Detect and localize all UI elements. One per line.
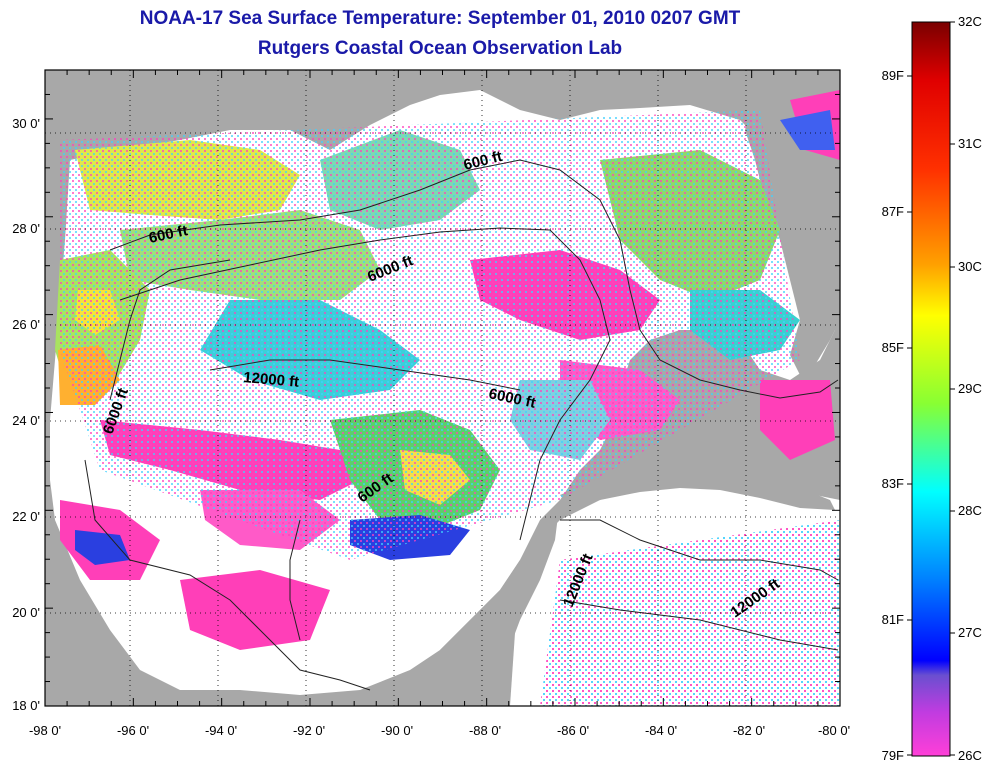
lon-tick-label: -82 0' [733, 723, 765, 738]
colorbar-f-label: 85F [882, 340, 904, 355]
colorbar-f-label: 83F [882, 476, 904, 491]
colorbar-gradient [911, 21, 951, 757]
lon-tick-label: -88 0' [469, 723, 501, 738]
lon-tick-label: -80 0' [818, 723, 850, 738]
lon-tick-label: -90 0' [381, 723, 413, 738]
depth-contours [84, 159, 839, 691]
map-subtitle: Rutgers Coastal Ocean Observation Lab [257, 38, 623, 59]
colorbar-c-label: 31C [958, 136, 982, 151]
colorbar-c-label: 28C [958, 503, 982, 518]
lon-tick-label: -92 0' [293, 723, 325, 738]
colorbar: 32C 31C 30C 29C 28C 27C 26C 89F 87F 85F … [882, 14, 982, 763]
map-plot-area: 600 ft 600 ft 6000 ft 12000 ft 6000 ft 6… [45, 70, 840, 706]
x-axis-labels: -98 0' -96 0' -94 0' -92 0' -90 0' -88 0… [29, 723, 850, 738]
colorbar-c-label: 27C [958, 625, 982, 640]
y-axis-labels: 18 0' 20 0' 22 0' 24 0' 26 0' 28 0' 30 0… [12, 116, 40, 713]
colorbar-f-label: 81F [882, 612, 904, 627]
lon-tick-label: -86 0' [557, 723, 589, 738]
lon-tick-label: -96 0' [117, 723, 149, 738]
lat-tick-label: 18 0' [12, 698, 40, 713]
lon-tick-label: -98 0' [29, 723, 61, 738]
sst-data [55, 90, 840, 706]
colorbar-c-label: 30C [958, 259, 982, 274]
lat-tick-label: 22 0' [12, 509, 40, 524]
lon-tick-label: -84 0' [645, 723, 677, 738]
cuba-land [560, 465, 835, 510]
colorbar-c-label: 29C [958, 381, 982, 396]
colorbar-c-label: 32C [958, 14, 982, 29]
yucatan-land [430, 500, 560, 706]
colorbar-f-label: 87F [882, 204, 904, 219]
lon-tick-label: -94 0' [205, 723, 237, 738]
colorbar-f-label: 79F [882, 748, 904, 763]
colorbar-f-label: 89F [882, 68, 904, 83]
axis-ticks [44, 69, 841, 707]
lat-tick-label: 20 0' [12, 605, 40, 620]
colorbar-ticks [907, 21, 955, 756]
lat-tick-label: 26 0' [12, 317, 40, 332]
colorbar-c-label: 26C [958, 748, 982, 763]
graticule [45, 70, 840, 706]
lat-tick-label: 30 0' [12, 116, 40, 131]
depth-label: 12000 ft [243, 369, 300, 391]
lat-tick-label: 28 0' [12, 221, 40, 236]
lat-tick-label: 24 0' [12, 413, 40, 428]
map-title: NOAA-17 Sea Surface Temperature: Septemb… [139, 8, 741, 29]
